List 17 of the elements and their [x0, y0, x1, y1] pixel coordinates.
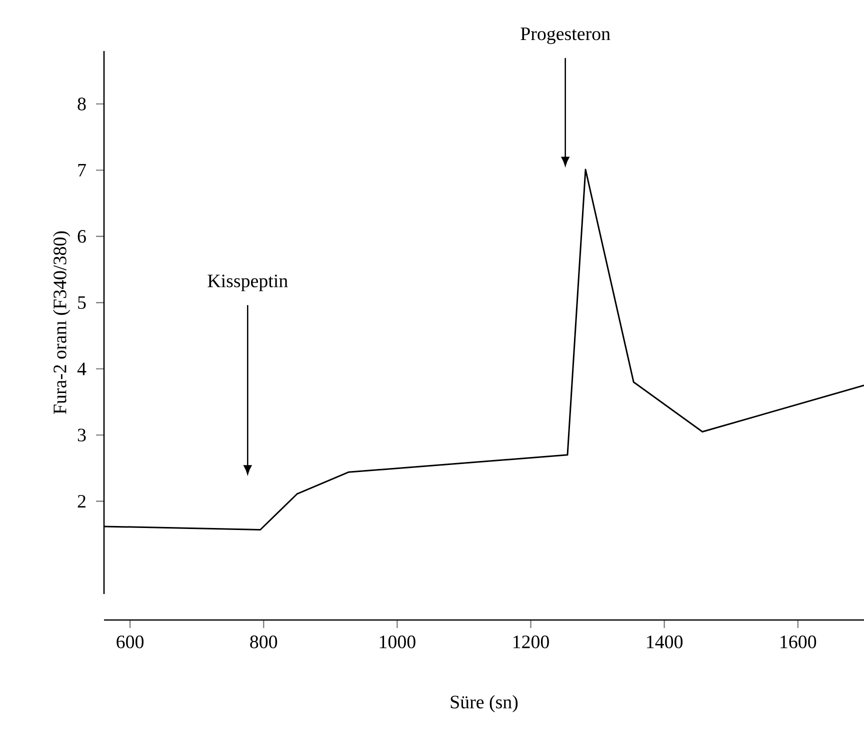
x-axis-title: Süre (sn): [450, 695, 518, 712]
x-tick-label: 600: [116, 636, 144, 648]
y-tick-label: 6: [78, 230, 86, 243]
y-tick-label: 3: [78, 428, 86, 442]
x-tick-label: 1200: [513, 636, 549, 648]
text: Progesteron: [520, 28, 610, 44]
y-axis-title: Fura-2 oranı (F340/380): [53, 231, 70, 414]
x-tick-label: 1000: [380, 636, 416, 648]
annotation: Kisspeptin: [208, 274, 288, 292]
y-tick-label: 8: [78, 98, 86, 110]
y-tick-label: 4: [77, 362, 86, 376]
x-tick-label: 800: [250, 636, 278, 648]
x-tick-label: 1600: [780, 636, 816, 648]
y-tick-label: 5: [78, 296, 86, 309]
y-tick-label: 7: [78, 164, 86, 176]
x-tick-label: 1400: [647, 636, 683, 648]
y-tick-label: 2: [78, 495, 86, 508]
